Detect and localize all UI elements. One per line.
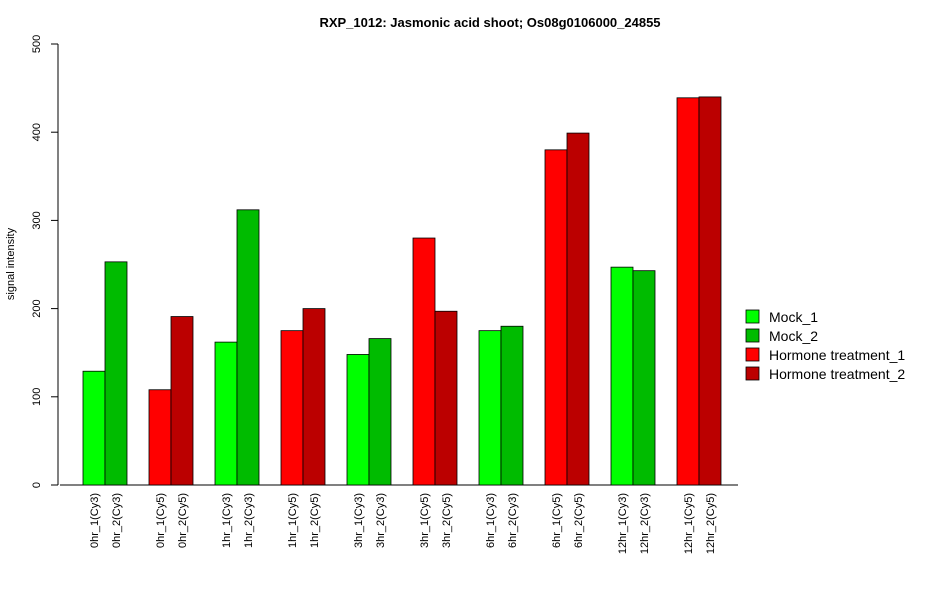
- x-tick-label: 3hr_2(Cy5): [441, 493, 453, 548]
- y-axis-label: signal intensity: [5, 227, 17, 300]
- x-tick-label: 3hr_2(Cy3): [375, 493, 387, 548]
- bar: [236, 209, 260, 486]
- x-tick-label: 0hr_2(Cy3): [111, 493, 123, 548]
- x-tick-label: 6hr_2(Cy3): [507, 493, 519, 548]
- x-tick-label: 6hr_1(Cy3): [485, 493, 497, 548]
- bar: [302, 308, 326, 486]
- y-tick-label: 100: [31, 388, 43, 406]
- legend-swatch: [745, 347, 760, 362]
- x-tick-label: 0hr_1(Cy5): [155, 493, 167, 548]
- legend-label: Hormone treatment_1: [769, 347, 905, 363]
- bar: [676, 97, 700, 486]
- legend-swatch: [745, 309, 760, 324]
- y-tick-label: 500: [31, 35, 43, 53]
- legend-swatch: [745, 328, 760, 343]
- bar: [478, 330, 502, 486]
- x-tick-label: 1hr_1(Cy3): [221, 493, 233, 548]
- chart-title: RXP_1012: Jasmonic acid shoot; Os08g0106…: [319, 15, 660, 30]
- bar: [82, 370, 106, 486]
- bar: [346, 354, 370, 486]
- x-tick-label: 0hr_2(Cy5): [177, 493, 189, 548]
- bar: [434, 310, 458, 486]
- bar: [500, 325, 524, 486]
- y-axis: 0 100 200 300 400 500: [31, 35, 59, 488]
- bar: [698, 96, 722, 486]
- bar: [368, 338, 392, 486]
- y-tick-label: 300: [31, 211, 43, 229]
- x-tick-label: 1hr_1(Cy5): [287, 493, 299, 548]
- x-tick-label: 1hr_2(Cy5): [309, 493, 321, 548]
- x-tick-labels: 0hr_1(Cy3) 0hr_2(Cy3) 0hr_1(Cy5) 0hr_2(Cy5)…: [89, 493, 717, 554]
- x-tick-label: 6hr_1(Cy5): [551, 493, 563, 548]
- bar: [170, 316, 194, 486]
- bar: [148, 389, 172, 486]
- bar: [412, 237, 436, 486]
- bar: [610, 266, 634, 486]
- legend-label: Hormone treatment_2: [769, 366, 905, 382]
- x-tick-label: 3hr_1(Cy5): [419, 493, 431, 548]
- bar: [214, 341, 238, 486]
- bar: [104, 261, 128, 486]
- x-tick-label: 6hr_2(Cy5): [573, 493, 585, 548]
- x-tick-label: 3hr_1(Cy3): [353, 493, 365, 548]
- legend-label: Mock_1: [769, 309, 818, 325]
- bar: [280, 330, 304, 486]
- legend-swatch: [745, 366, 760, 381]
- x-tick-label: 12hr_2(Cy3): [639, 493, 651, 554]
- legend: Mock_1 Mock_2 Hormone treatment_1 Hormone t…: [745, 309, 905, 382]
- y-tick-label: 400: [31, 123, 43, 141]
- x-tick-label: 0hr_1(Cy3): [89, 493, 101, 548]
- bars-layer: [82, 96, 722, 486]
- bar: [544, 149, 568, 486]
- x-tick-label: 1hr_2(Cy3): [243, 493, 255, 548]
- y-tick-label: 0: [31, 482, 43, 488]
- x-tick-label: 12hr_1(Cy3): [617, 493, 629, 554]
- y-tick-label: 200: [31, 299, 43, 317]
- x-tick-label: 12hr_2(Cy5): [705, 493, 717, 554]
- x-tick-label: 12hr_1(Cy5): [683, 493, 695, 554]
- bar: [566, 132, 590, 486]
- bar: [632, 270, 656, 486]
- legend-label: Mock_2: [769, 328, 818, 344]
